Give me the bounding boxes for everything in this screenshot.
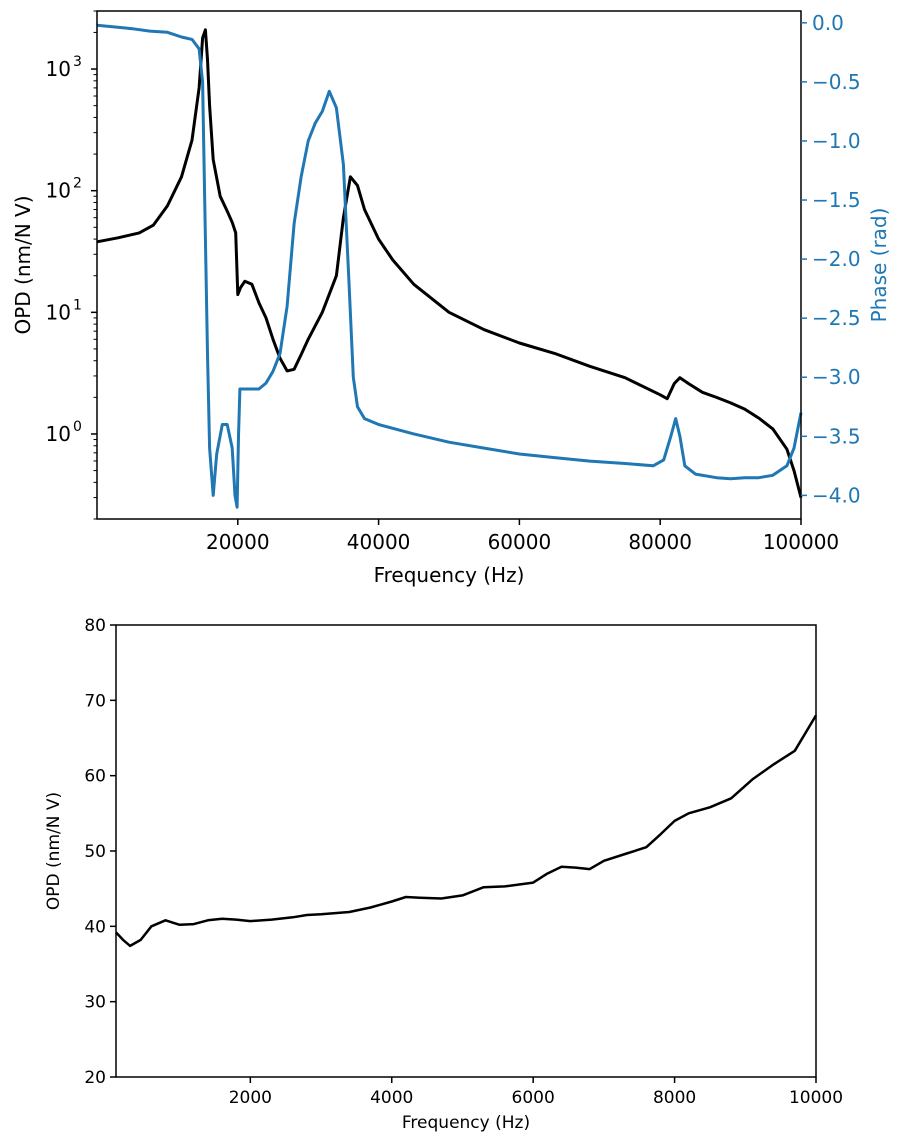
chart2-y-tick-label: 70	[84, 691, 106, 711]
chart2-x-tick-label: 2000	[229, 1088, 272, 1108]
chart1-y-tick-exponent: 2	[73, 176, 82, 192]
chart2-y-ticks: 20 30 40 50 60 70 80	[84, 616, 116, 1088]
chart1-x-axis-label: Frequency (Hz)	[374, 563, 525, 587]
chart1-x-tick-label: 100000	[763, 530, 839, 554]
chart2-x-tick-label: 6000	[512, 1088, 555, 1108]
opd-low-frequency-chart: 2000 4000 6000 8000 10000 20 30 40 50 60 70 80 Fre…	[44, 616, 843, 1133]
chart2-y-tick-label: 50	[84, 842, 106, 862]
chart2-y-tick-label: 80	[84, 616, 106, 636]
chart1-y2-tick-label: −0.5	[812, 70, 861, 94]
phase-series-line	[96, 23, 803, 509]
opd-series-line	[96, 28, 803, 498]
chart1-y2-ticks: 0.0 −0.5 −1.0 −1.5 −2.0 −2.5 −3.0 −3.5 −4.0	[801, 11, 861, 507]
chart2-x-ticks: 2000 4000 6000 8000 10000	[229, 1077, 843, 1108]
chart1-x-tick-label: 20000	[206, 530, 270, 554]
chart2-x-tick-label: 10000	[789, 1088, 843, 1108]
chart1-y-axis-label: OPD (nm/N V)	[11, 195, 35, 334]
chart1-y2-axis-label: Phase (rad)	[867, 208, 891, 323]
chart1-y2-tick-label: −2.5	[812, 306, 861, 330]
chart2-plot-frame	[115, 624, 817, 1078]
chart2-series-lines	[115, 714, 818, 948]
chart1-y-tick-label: 10	[46, 422, 71, 446]
chart1-y-tick-label: 10	[46, 179, 71, 203]
chart1-series-lines	[96, 23, 803, 509]
chart1-y-tick-exponent: 0	[73, 419, 82, 435]
chart1-y-tick-exponent: 1	[73, 297, 82, 313]
chart2-y-tick-label: 40	[84, 917, 106, 937]
chart1-y2-tick-label: −2.0	[812, 247, 861, 271]
chart2-x-axis-label: Frequency (Hz)	[402, 1113, 530, 1133]
chart1-y2-tick-label: −1.5	[812, 188, 861, 212]
chart1-x-tick-label: 80000	[628, 530, 692, 554]
chart1-y2-tick-label: −4.0	[812, 483, 861, 507]
chart1-y2-tick-label: −1.0	[812, 129, 861, 153]
chart1-y2-tick-label: −3.5	[812, 424, 861, 448]
chart2-y-tick-label: 60	[84, 767, 106, 787]
chart2-y-axis-label: OPD (nm/N V)	[44, 792, 64, 910]
chart1-y2-tick-label: −3.0	[812, 365, 861, 389]
chart1-x-ticks: 20000 40000 60000 80000 100000	[206, 519, 839, 554]
opd-low-frequency-line	[115, 714, 818, 948]
chart2-y-tick-label: 30	[84, 993, 106, 1013]
chart2-x-tick-label: 4000	[370, 1088, 413, 1108]
chart1-y-tick-label: 10	[46, 300, 71, 324]
chart1-x-tick-label: 40000	[347, 530, 411, 554]
chart2-x-tick-label: 8000	[653, 1088, 696, 1108]
chart1-x-tick-label: 60000	[488, 530, 552, 554]
chart1-y-tick-exponent: 3	[73, 54, 82, 70]
chart2-y-tick-label: 20	[84, 1068, 106, 1088]
chart1-y2-tick-label: 0.0	[812, 11, 844, 35]
chart1-plot-frame	[96, 10, 802, 520]
chart1-y-tick-label: 10	[46, 57, 71, 81]
